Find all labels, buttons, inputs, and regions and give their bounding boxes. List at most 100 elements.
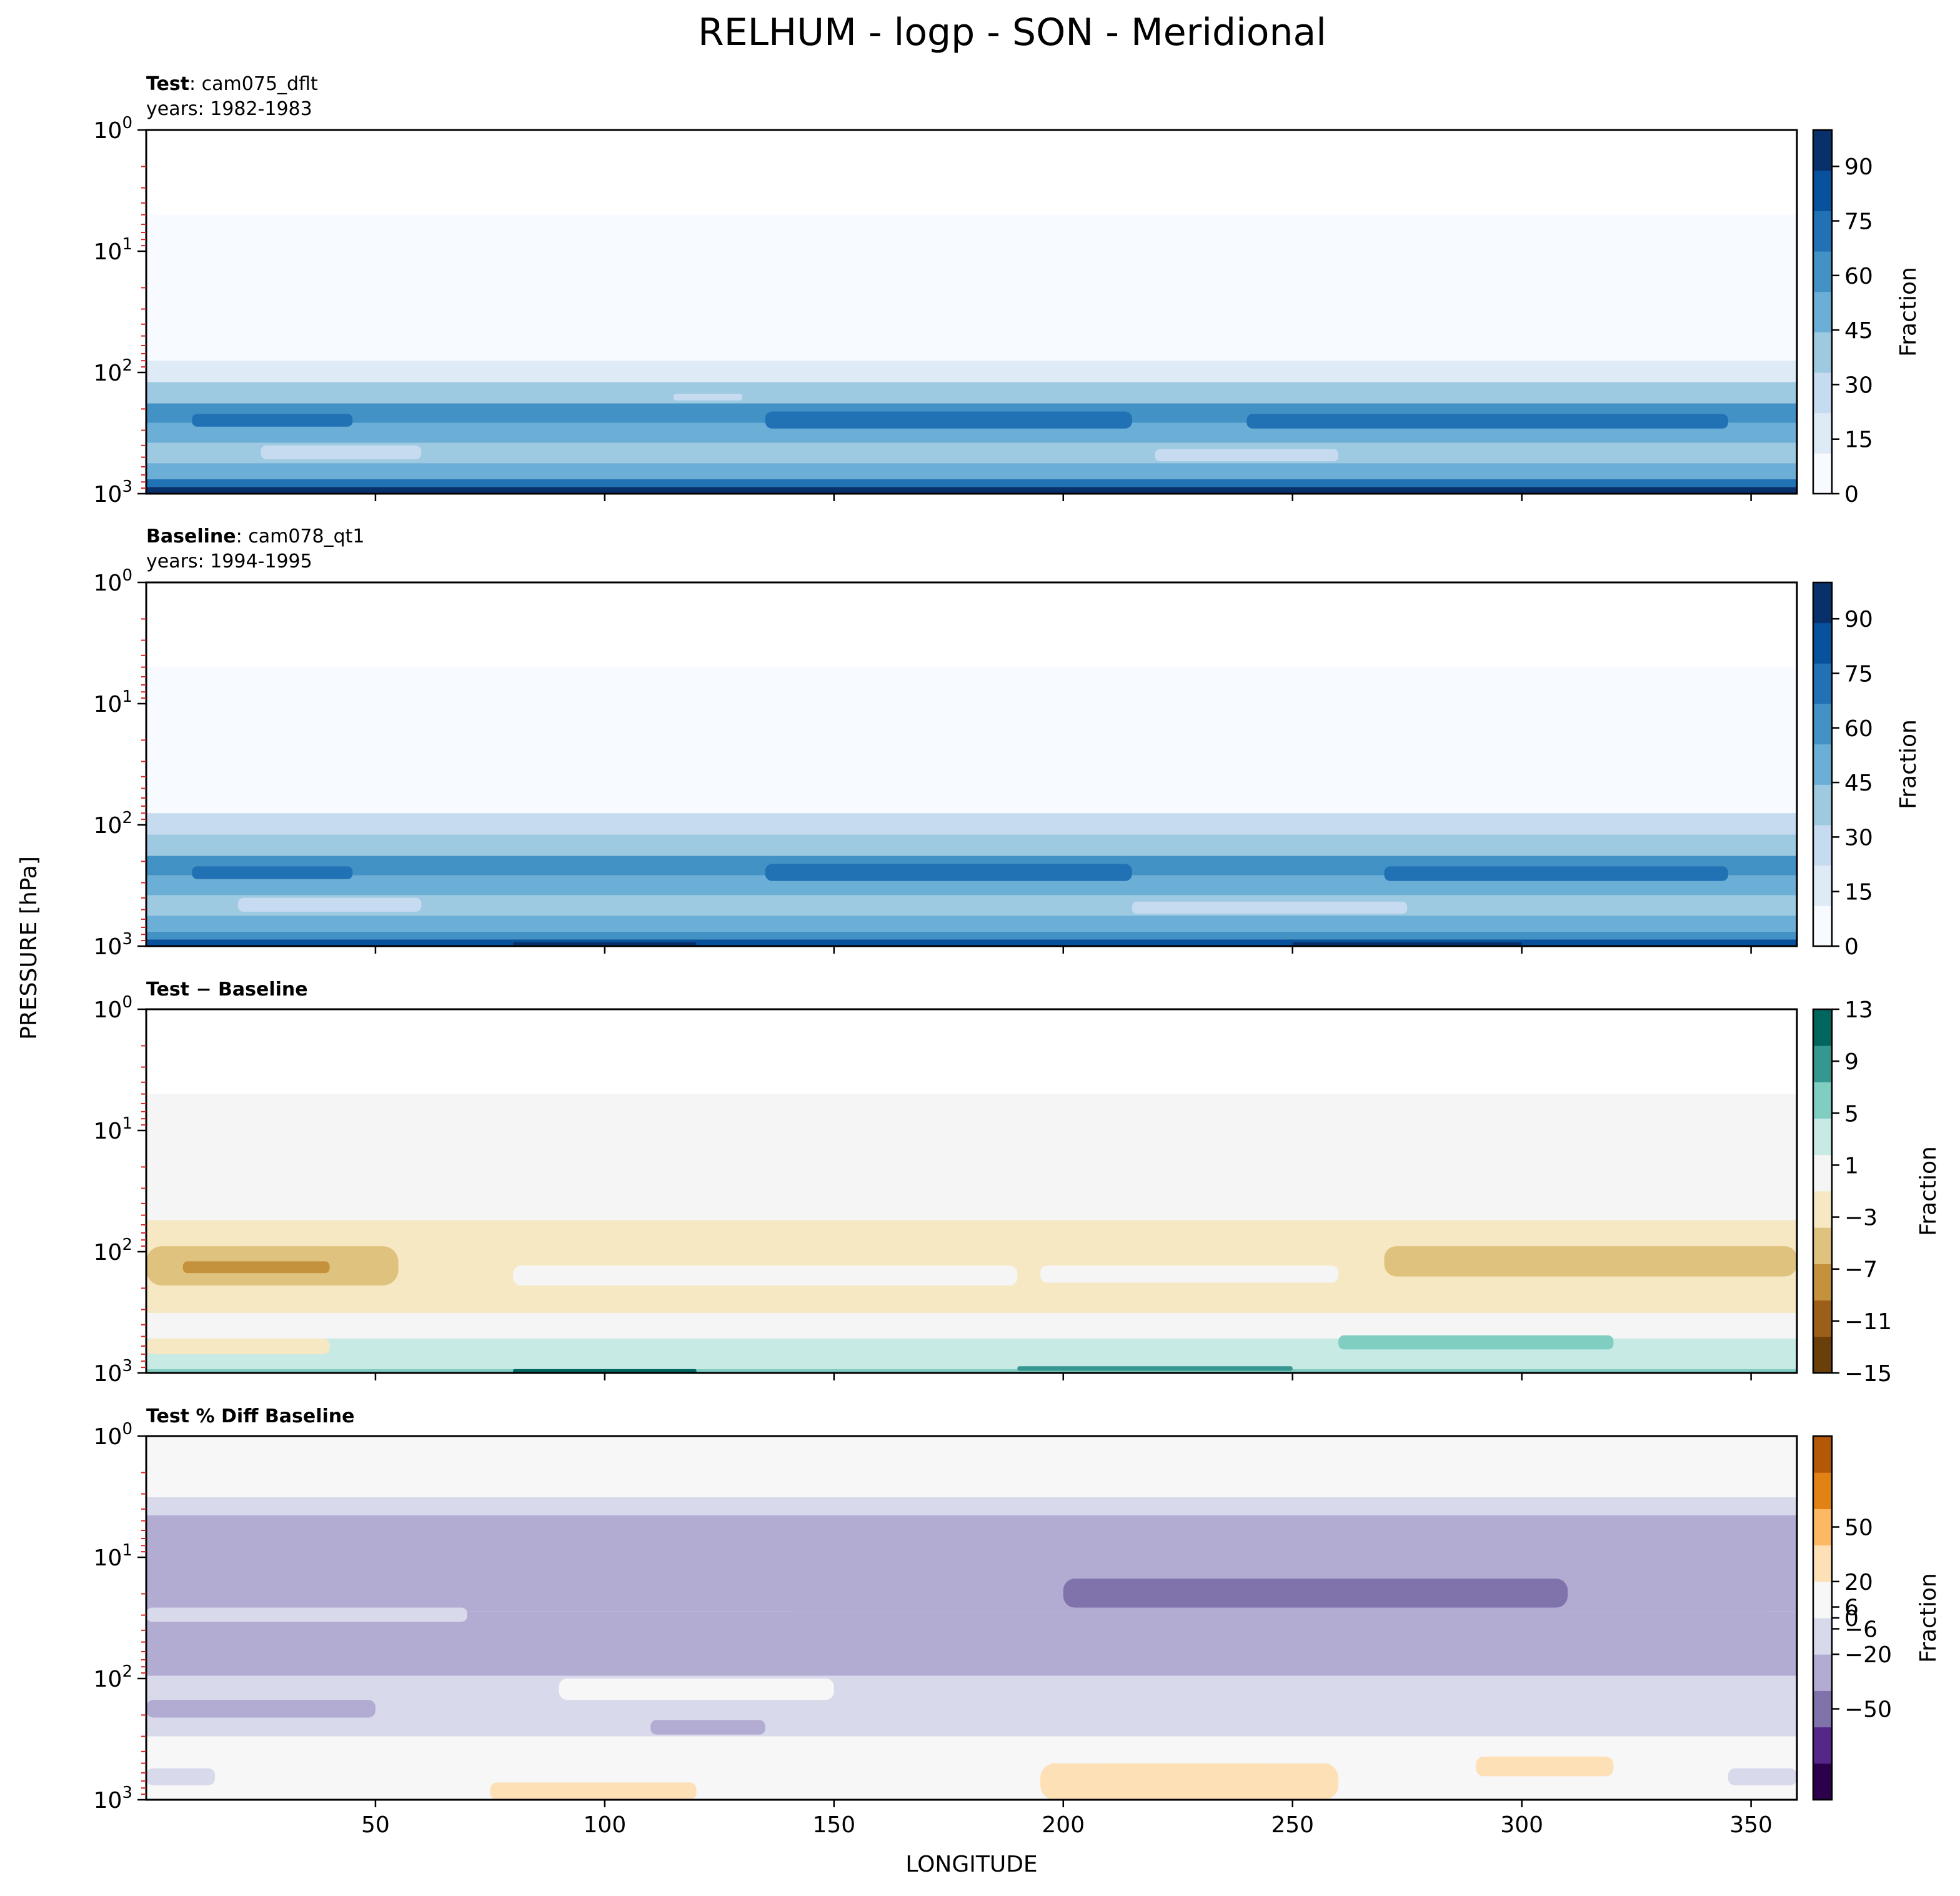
patch-1 <box>192 866 353 879</box>
panel-3: 100 101 102 103 Test − Baseline −15 −11 −7 −3 1 5 9… <box>94 979 1941 1387</box>
patch-6 <box>559 1679 834 1700</box>
patch-4 <box>513 1265 1018 1286</box>
colorbar-tick-label: 1 <box>1844 1153 1859 1179</box>
figure-title: RELHUM - logp - SON - Meridional <box>698 11 1326 54</box>
y-axis-label: PRESSURE [hPa] <box>16 856 42 1040</box>
patch-5 <box>1132 901 1408 914</box>
colorbar-segment <box>1813 1690 1832 1728</box>
patch-2 <box>765 864 1132 881</box>
colorbar-segment <box>1813 784 1832 826</box>
colorbar-tick-label: 50 <box>1844 1515 1873 1541</box>
band-9 <box>146 463 1797 479</box>
colorbar-segment <box>1813 906 1832 947</box>
band-2 <box>146 1094 1797 1220</box>
panel-subtitle: years: 1982-1983 <box>146 98 312 120</box>
colorbar-tick-label: 13 <box>1844 997 1873 1023</box>
patch-8 <box>1476 1756 1614 1777</box>
colorbar-segment <box>1813 1009 1832 1046</box>
colorbar-tick-label: 90 <box>1844 154 1873 180</box>
colorbar-tick-label: 5 <box>1844 1101 1859 1127</box>
colorbar-segment <box>1813 1581 1832 1619</box>
y-tick-label: 100 <box>94 1420 132 1450</box>
band-8 <box>146 1358 1797 1369</box>
colorbar-segment <box>1813 332 1832 373</box>
y-tick-label: 101 <box>94 235 132 265</box>
patch-7 <box>513 1369 697 1373</box>
x-tick-label: 200 <box>1042 1812 1085 1838</box>
band-9 <box>146 916 1797 932</box>
colorbar-tick-label: −15 <box>1844 1361 1892 1387</box>
colorbar-segment <box>1813 412 1832 454</box>
colorbar-tick-label: 0 <box>1844 1606 1859 1632</box>
y-tick-label: 101 <box>94 1114 132 1144</box>
colorbar-tick-label: −6 <box>1844 1617 1878 1642</box>
colorbar-segment <box>1813 211 1832 252</box>
colorbar-segment <box>1813 1436 1832 1473</box>
band-1 <box>146 1009 1797 1094</box>
axes-frame <box>145 1008 1798 1374</box>
band-11 <box>146 939 1797 946</box>
colorbar-segment <box>1813 1082 1832 1119</box>
y-tick-label: 103 <box>94 1357 132 1387</box>
colorbar-tick-label: −7 <box>1844 1257 1878 1283</box>
panel-title: Test − Baseline <box>146 979 308 1000</box>
colorbar-segment <box>1813 1545 1832 1582</box>
panel-title: Test: cam075_dflt <box>146 73 318 95</box>
colorbar-tick-label: 30 <box>1844 825 1873 851</box>
patch-4 <box>237 897 422 912</box>
y-tick-label: 103 <box>94 477 132 507</box>
colorbar-segment <box>1813 1654 1832 1691</box>
y-tick-label: 103 <box>94 930 132 960</box>
patch-8 <box>1017 1366 1293 1371</box>
x-tick-label: 250 <box>1271 1812 1314 1838</box>
axes-frame <box>145 581 1798 947</box>
colorbar-tick-label: −11 <box>1844 1309 1892 1335</box>
colorbar-tick-label: 0 <box>1844 482 1859 507</box>
colorbar-segment <box>1813 704 1832 745</box>
patch-3 <box>146 1607 467 1622</box>
band-2 <box>146 1497 1797 1515</box>
panel-subtitle: years: 1994-1995 <box>146 551 312 572</box>
colorbar-segment <box>1813 865 1832 906</box>
band-11 <box>146 487 1797 494</box>
patch-5 <box>1155 449 1339 462</box>
y-tick-label: 101 <box>94 687 132 717</box>
panel-2: 100 101 102 103 Baseline: cam078_qt1 years: 1… <box>94 526 1921 960</box>
axes-frame <box>145 129 1798 495</box>
colorbar-segment <box>1813 130 1832 171</box>
colorbar-tick-label: 45 <box>1844 771 1873 796</box>
colorbar-tick-label: 75 <box>1844 209 1873 235</box>
colorbar-tick-label: 9 <box>1844 1049 1859 1075</box>
band-2 <box>146 214 1797 341</box>
colorbar-tick-label: 60 <box>1844 264 1873 289</box>
patch-3 <box>1384 1246 1797 1277</box>
colorbar-segment <box>1813 1227 1832 1264</box>
colorbar-tick-label: 45 <box>1844 318 1873 344</box>
band-5 <box>146 382 1797 404</box>
colorbar-segment <box>1813 1154 1832 1192</box>
colorbar-label: Fraction <box>1896 267 1921 357</box>
colorbar-segment <box>1813 1264 1832 1301</box>
y-tick-label: 102 <box>94 809 132 839</box>
y-tick-label: 100 <box>94 114 132 144</box>
patch-9 <box>146 1338 330 1354</box>
y-tick-label: 100 <box>94 566 132 596</box>
patch-2 <box>1063 1579 1568 1608</box>
x-tick-label: 350 <box>1729 1812 1773 1838</box>
colorbar-tick-label: 20 <box>1844 1570 1873 1595</box>
band-6 <box>146 1312 1797 1339</box>
x-tick-label: 300 <box>1500 1812 1543 1838</box>
colorbar-tick-label: 15 <box>1844 427 1873 453</box>
colorbar-tick-label: 90 <box>1844 607 1873 632</box>
colorbar-frame <box>1812 1008 1833 1374</box>
colorbar-frame <box>1812 581 1833 947</box>
patch-2 <box>182 1261 330 1274</box>
colorbar-segment <box>1813 1472 1832 1509</box>
colorbar-segment <box>1813 453 1832 494</box>
y-tick-label: 101 <box>94 1541 132 1571</box>
band-4 <box>146 361 1797 382</box>
patch-6 <box>513 942 697 946</box>
band-4 <box>146 1611 1797 1676</box>
